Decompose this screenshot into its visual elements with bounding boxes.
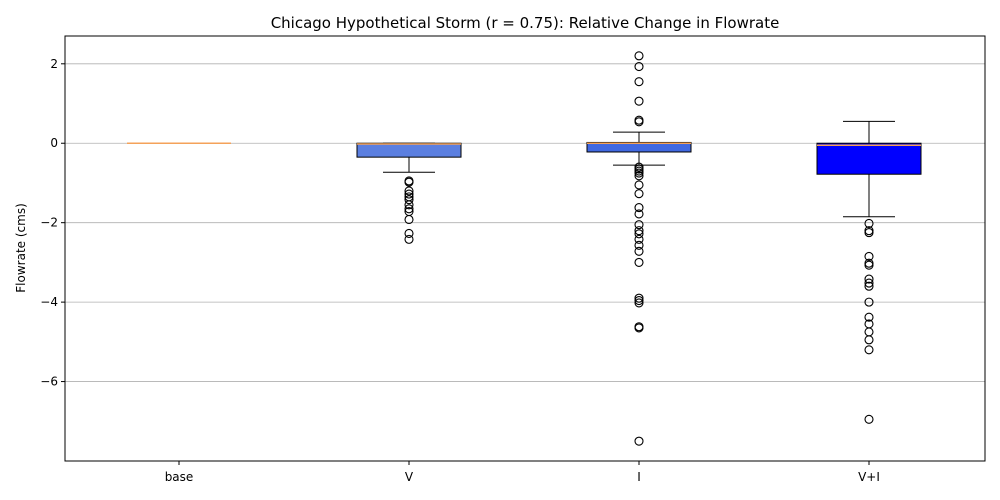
iqr-box	[586, 141, 692, 153]
box-group-V+I	[816, 120, 922, 424]
box-group-I	[586, 51, 692, 446]
y-tick-label: 2	[50, 57, 58, 71]
plot-frame	[64, 35, 986, 462]
outlier-point	[404, 204, 414, 214]
outlier-point	[404, 234, 414, 244]
outlier-point	[634, 295, 644, 306]
boxes	[127, 51, 922, 446]
outlier-point	[634, 180, 644, 190]
outlier-point	[634, 168, 644, 178]
outlier-point	[864, 335, 874, 345]
outlier-point	[634, 220, 644, 230]
y-tick-label: −2	[40, 216, 58, 230]
y-axis-label: Flowrate (cms)	[14, 203, 28, 292]
outlier-point	[634, 298, 644, 308]
outlier-point	[404, 214, 414, 225]
outlier-point	[864, 297, 874, 307]
outlier-point	[404, 189, 414, 199]
outlier-point	[864, 281, 874, 291]
x-tick-label: base	[165, 470, 194, 484]
outlier-point	[864, 312, 874, 322]
outlier-point	[634, 234, 644, 244]
outlier-point	[634, 189, 644, 199]
outlier-point	[634, 246, 644, 256]
outlier-point	[864, 274, 874, 284]
axis-ticks: 2 0 −2 −4 −6 base V I V+I	[40, 57, 880, 484]
outlier-point	[634, 62, 644, 72]
outlier-point	[634, 293, 644, 303]
outlier-point	[634, 240, 644, 250]
outlier-point	[864, 345, 874, 355]
outlier-point	[634, 77, 644, 87]
x-tick-label: V	[405, 470, 414, 484]
outlier-point	[864, 414, 874, 424]
outlier-point	[404, 200, 414, 210]
outlier-point	[864, 228, 874, 238]
outlier-point	[634, 96, 644, 106]
outlier-point	[864, 327, 874, 337]
outlier-point	[634, 229, 644, 239]
outlier-point	[634, 323, 644, 333]
box-group-V	[356, 142, 462, 244]
outlier-point	[864, 218, 874, 229]
chart-title: Chicago Hypothetical Storm (r = 0.75): R…	[271, 14, 780, 32]
outlier-point	[634, 171, 644, 181]
outlier-point	[864, 278, 874, 288]
x-tick-label: I	[637, 470, 641, 484]
grid-lines	[65, 63, 985, 382]
outlier-point	[634, 117, 644, 127]
outlier-point	[634, 203, 644, 213]
iqr-box	[816, 142, 922, 175]
outlier-point	[864, 260, 874, 270]
iqr-box	[356, 142, 462, 158]
outlier-point	[634, 51, 644, 61]
y-tick-label: 0	[50, 136, 58, 150]
outlier-point	[634, 226, 644, 236]
outlier-point	[634, 209, 644, 219]
x-tick-label: V+I	[858, 470, 880, 484]
y-tick-label: −4	[40, 295, 58, 309]
y-tick-label: −6	[40, 375, 58, 389]
outlier-point	[864, 251, 874, 261]
outlier-point	[404, 177, 414, 187]
outlier-point	[634, 436, 644, 446]
outlier-point	[404, 195, 414, 205]
outlier-point	[634, 257, 644, 267]
outlier-point	[404, 186, 414, 196]
outlier-point	[404, 228, 414, 238]
